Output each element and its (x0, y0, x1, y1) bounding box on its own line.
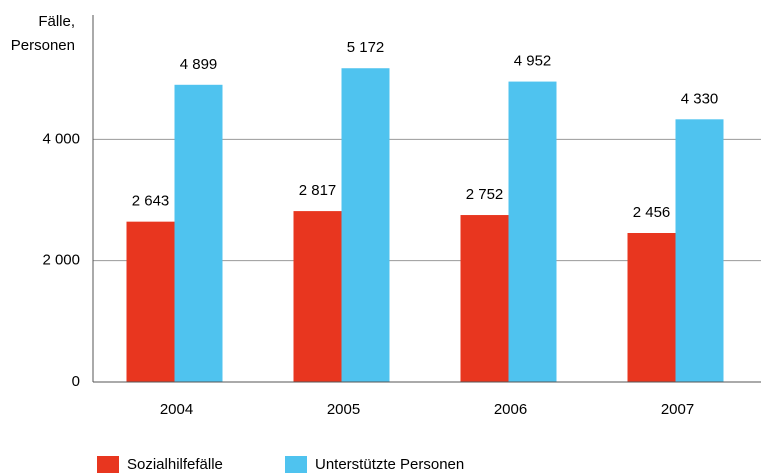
value-label: 4 330 (681, 90, 719, 107)
bar (460, 215, 509, 382)
legend-swatch (285, 456, 307, 473)
value-label: 2 643 (132, 193, 170, 210)
bar (293, 211, 342, 382)
value-label: 4 952 (514, 53, 552, 70)
value-label: 2 752 (466, 186, 504, 203)
value-label: 4 899 (180, 56, 218, 73)
bar (174, 84, 223, 382)
legend-label: Unterstützte Personen (315, 456, 464, 473)
y-tick-label: 2 000 (42, 252, 80, 269)
y-tick-label: 0 (72, 373, 80, 390)
value-label: 2 456 (633, 204, 671, 221)
x-tick-label: 2004 (160, 401, 193, 418)
legend-label: Sozialhilfefälle (127, 456, 223, 473)
y-axis-label: Personen (11, 37, 75, 54)
bar (341, 68, 390, 383)
value-label: 2 817 (299, 182, 337, 199)
bar (126, 221, 175, 382)
x-tick-label: 2007 (661, 401, 694, 418)
x-tick-label: 2006 (494, 401, 527, 418)
bar (508, 81, 557, 382)
y-axis-label: Fälle, (38, 13, 75, 30)
value-label: 5 172 (347, 39, 385, 56)
x-tick-label: 2005 (327, 401, 360, 418)
bar (627, 233, 676, 382)
bar (675, 119, 724, 383)
legend-swatch (97, 456, 119, 473)
y-tick-label: 4 000 (42, 130, 80, 147)
